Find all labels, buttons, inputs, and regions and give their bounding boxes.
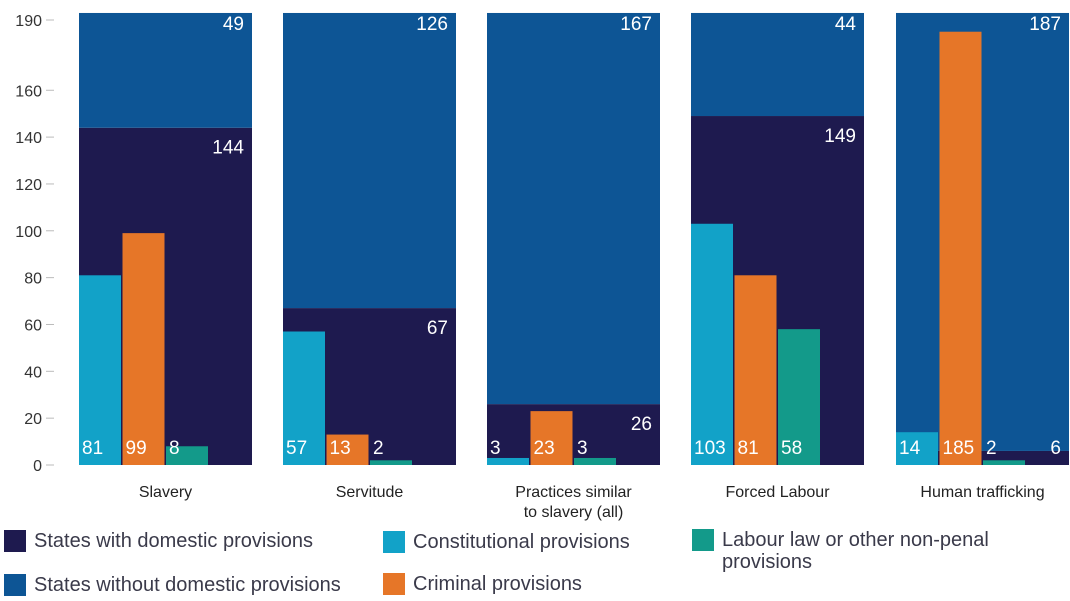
- cat-1-labour-bar: [166, 446, 208, 465]
- legend-swatch-without: [4, 574, 26, 596]
- cat-4-without-bar: [691, 12, 864, 117]
- cat-2-constitutional-bar: [283, 331, 325, 465]
- cat-1-labour-value-label: 8: [169, 438, 180, 459]
- cat-2-labour-value-label: 2: [373, 438, 384, 459]
- cat-3-criminal-value-label: 23: [534, 438, 555, 459]
- cat-5-constitutional-bar: [896, 432, 938, 465]
- cat-4-criminal-value-label: 81: [738, 438, 759, 459]
- cat-3-labour-value-label: 3: [577, 438, 588, 459]
- cat-2-without-bar: [283, 12, 456, 309]
- cat-3-constitutional-value-label: 3: [490, 438, 501, 459]
- cat-3-without-bar: [487, 12, 660, 405]
- y-tick-label-140: 140: [15, 130, 42, 147]
- cat-5-without-value-label: 187: [1029, 14, 1061, 35]
- cat-2-labour-bar: [370, 460, 412, 465]
- cat-4-labour-bar: [778, 329, 820, 465]
- cat-5-without-bar: [896, 12, 1069, 451]
- legend-item-criminal: Criminal provisions: [383, 573, 582, 595]
- y-tick-label-60: 60: [24, 317, 42, 334]
- cat-1-with-value-label: 144: [212, 138, 244, 159]
- cat-4-labour-value-label: 58: [781, 438, 802, 459]
- legend-item-without: States without domestic provisions: [4, 574, 341, 596]
- legend-swatch-constitutional: [383, 531, 405, 553]
- cat-5-with-bar: [896, 450, 1069, 465]
- cat-2-criminal-value-label: 13: [330, 438, 351, 459]
- legend-label-criminal: Criminal provisions: [413, 573, 582, 595]
- cat-2-criminal-bar: [326, 434, 369, 465]
- cat-3-constitutional-bar: [487, 457, 529, 465]
- y-tick-label-120: 120: [15, 177, 42, 194]
- legend-label-labour: Labour law or other non-penal provisions: [722, 529, 989, 573]
- y-tick-label-100: 100: [15, 224, 42, 241]
- cat-2-constitutional-value-label: 57: [286, 438, 307, 459]
- cat-5-labour-value-label: 2: [986, 438, 997, 459]
- cat-5-constitutional-value-label: 14: [899, 438, 921, 459]
- y-tick-label-160: 160: [15, 83, 42, 100]
- y-tick-label-40: 40: [24, 364, 42, 381]
- cat-5-category-label: Human trafficking: [920, 484, 1044, 501]
- cat-5-with-value-label: 6: [1050, 438, 1061, 459]
- cat-3-with-bar: [487, 404, 660, 465]
- legend-label-with: States with domestic provisions: [34, 530, 314, 552]
- y-tick-label-190: 190: [15, 13, 42, 30]
- cat-2-without-value-label: 126: [416, 14, 448, 35]
- cat-5-labour-bar: [983, 460, 1025, 465]
- y-tick-label-20: 20: [24, 411, 42, 428]
- cat-3-category-label: Practices similar to slavery (all): [515, 484, 632, 521]
- cat-3-criminal-bar: [530, 411, 573, 465]
- cat-4-constitutional-bar: [691, 223, 733, 465]
- cat-1-category-label: Slavery: [139, 484, 192, 501]
- cat-1-without-value-label: 49: [223, 14, 244, 35]
- legend-swatch-labour: [692, 529, 714, 551]
- cat-1-criminal-value-label: 99: [126, 438, 147, 459]
- cat-4-category-label: Forced Labour: [725, 484, 830, 501]
- chart: 0 20 40 60 80 100 120 140 160 190 81 99 8 49 144 Slaver…: [15, 12, 1069, 521]
- cat-1-constitutional-value-label: 81: [82, 438, 103, 459]
- legend-item-labour: Labour law or other non-penal provisions: [692, 529, 989, 573]
- legend-item-with: States with domestic provisions: [4, 530, 313, 552]
- cat-3-labour-bar: [574, 457, 616, 465]
- cat-2-with-value-label: 67: [427, 318, 448, 339]
- legend-label-constitutional: Constitutional provisions: [413, 531, 630, 553]
- legend-label-without: States without domestic provisions: [34, 574, 341, 596]
- cat-4-with-value-label: 149: [824, 126, 856, 147]
- legend-item-constitutional: Constitutional provisions: [383, 531, 630, 553]
- cat-4-constitutional-value-label: 103: [694, 438, 726, 459]
- cat-1-without-bar: [79, 12, 252, 128]
- cat-1-criminal-bar: [122, 233, 165, 465]
- y-tick-label-0: 0: [33, 458, 42, 475]
- cat-5-criminal-value-label: 185: [943, 438, 975, 459]
- cat-4-without-value-label: 44: [835, 14, 857, 35]
- cat-3-without-value-label: 167: [620, 14, 652, 35]
- legend: States with domestic provisions Constitu…: [0, 528, 1070, 601]
- cat-2-category-label: Servitude: [336, 484, 404, 501]
- cat-1-constitutional-bar: [79, 275, 121, 465]
- cat-5-criminal-bar: [939, 31, 982, 466]
- legend-swatch-with: [4, 530, 26, 552]
- cat-4-criminal-bar: [734, 275, 777, 465]
- legend-swatch-criminal: [383, 573, 405, 595]
- cat-3-with-value-label: 26: [631, 414, 652, 435]
- y-tick-label-80: 80: [24, 271, 42, 288]
